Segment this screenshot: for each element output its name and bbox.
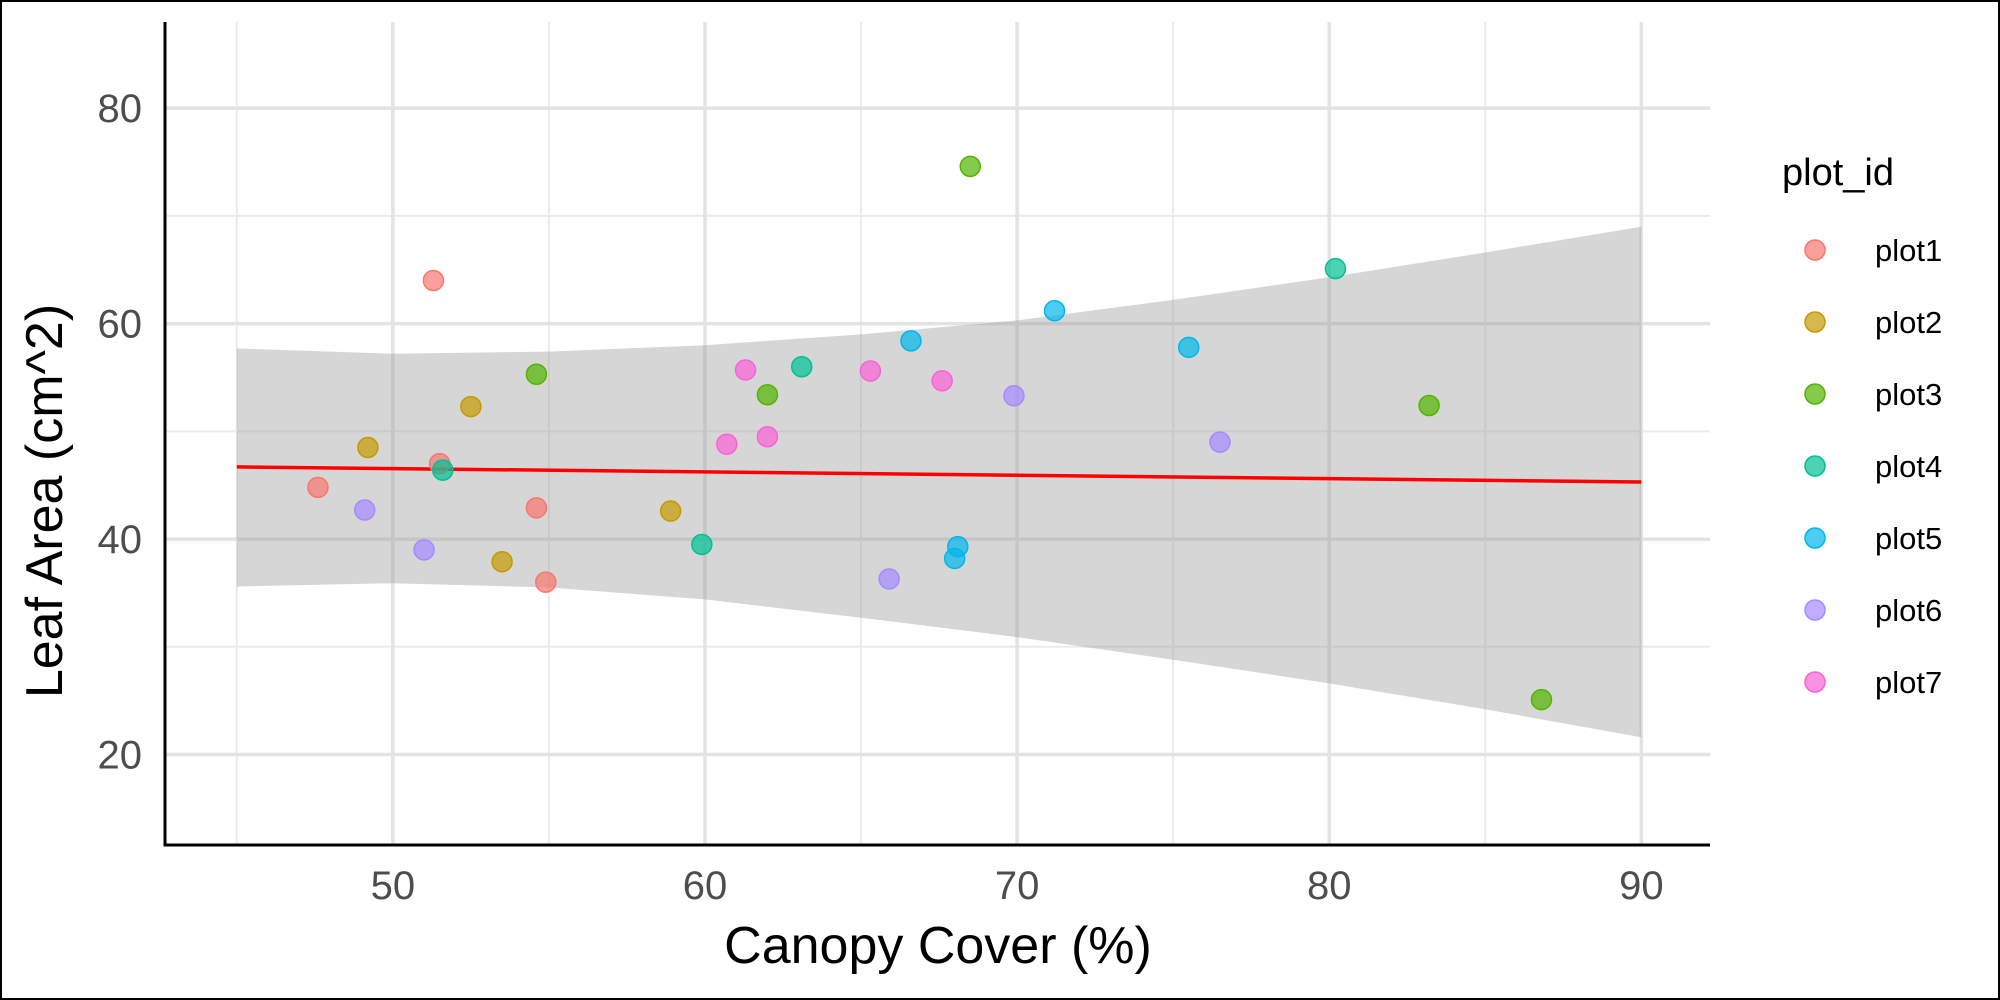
- data-point-plot6: [413, 539, 435, 561]
- fit-line: [236, 465, 1642, 484]
- data-point-plot5: [947, 535, 969, 558]
- confidence-band-area: [236, 226, 1642, 738]
- legend-label-plot4: plot4: [1875, 449, 1942, 484]
- legend-key-plot7: [1804, 671, 1826, 693]
- regression-line: [236, 465, 1642, 484]
- y-tick-labels: 20 40 60 80: [98, 87, 143, 777]
- x-axis-title: Canopy Cover (%): [724, 917, 1152, 975]
- data-point-plot5: [1043, 299, 1066, 322]
- data-point-plot7: [931, 369, 953, 392]
- legend-key-plot3: [1804, 383, 1826, 405]
- data-point-plot4: [432, 459, 454, 481]
- data-point-plot6: [354, 499, 376, 521]
- axes: [163, 22, 1710, 847]
- y-tick-label: 20: [98, 734, 143, 778]
- y-axis-title: Leaf Area (cm^2): [16, 304, 74, 698]
- data-point-plot3: [756, 383, 779, 406]
- y-tick-label: 40: [98, 518, 143, 562]
- grid-lines: [165, 22, 1710, 845]
- data-point-plot1: [535, 571, 557, 593]
- y-tick-label: 80: [98, 87, 143, 131]
- data-point-plot1: [525, 497, 548, 519]
- data-point-plot5: [1178, 336, 1200, 359]
- x-tick-label: 50: [371, 864, 416, 908]
- data-point-plot6: [1209, 431, 1231, 453]
- legend-label-plot7: plot7: [1875, 665, 1942, 700]
- data-point-plot5: [900, 330, 922, 352]
- legend-label-plot1: plot1: [1875, 233, 1942, 268]
- legend-key-plot1: [1804, 239, 1826, 261]
- data-point-plot1: [422, 269, 445, 292]
- data-point-plot4: [1324, 257, 1347, 280]
- legend-label-plot5: plot5: [1875, 521, 1942, 556]
- data-point-plot7: [716, 433, 738, 456]
- data-points: [307, 155, 1553, 711]
- data-point-plot1: [307, 476, 329, 499]
- x-tick-label: 70: [995, 864, 1040, 908]
- y-tick-label: 60: [98, 303, 143, 347]
- x-tick-label: 90: [1619, 864, 1664, 908]
- data-point-plot6: [878, 568, 900, 590]
- data-point-plot6: [1003, 385, 1025, 407]
- legend-label-plot6: plot6: [1875, 593, 1942, 628]
- data-point-plot3: [1418, 394, 1440, 417]
- legend-title: plot_id: [1782, 152, 1894, 194]
- data-point-plot7: [734, 359, 757, 381]
- data-point-plot4: [790, 355, 813, 378]
- data-point-plot2: [491, 550, 513, 573]
- legend-key-plot4: [1804, 455, 1826, 477]
- legend-key-plot6: [1804, 599, 1826, 621]
- legend-label-plot3: plot3: [1875, 377, 1942, 412]
- confidence-band: [236, 226, 1642, 738]
- x-tick-labels: 50 60 70 80 90: [371, 864, 1664, 908]
- data-point-plot3: [1530, 688, 1553, 711]
- legend-key-plot2: [1804, 311, 1826, 333]
- legend: plot_id plot1 plot2 plot3 plot4 plot5 plot6 pl…: [1782, 152, 1942, 700]
- x-tick-label: 60: [683, 864, 728, 908]
- data-point-plot3: [959, 155, 982, 178]
- x-tick-label: 80: [1307, 864, 1352, 908]
- data-point-plot2: [460, 395, 482, 418]
- data-point-plot4: [691, 533, 713, 556]
- legend-label-plot2: plot2: [1875, 305, 1942, 340]
- data-point-plot2: [659, 500, 682, 522]
- data-point-plot2: [357, 436, 379, 459]
- data-point-plot7: [756, 425, 779, 448]
- data-point-plot7: [859, 360, 882, 382]
- data-point-plot3: [525, 363, 548, 386]
- legend-key-plot5: [1804, 527, 1826, 549]
